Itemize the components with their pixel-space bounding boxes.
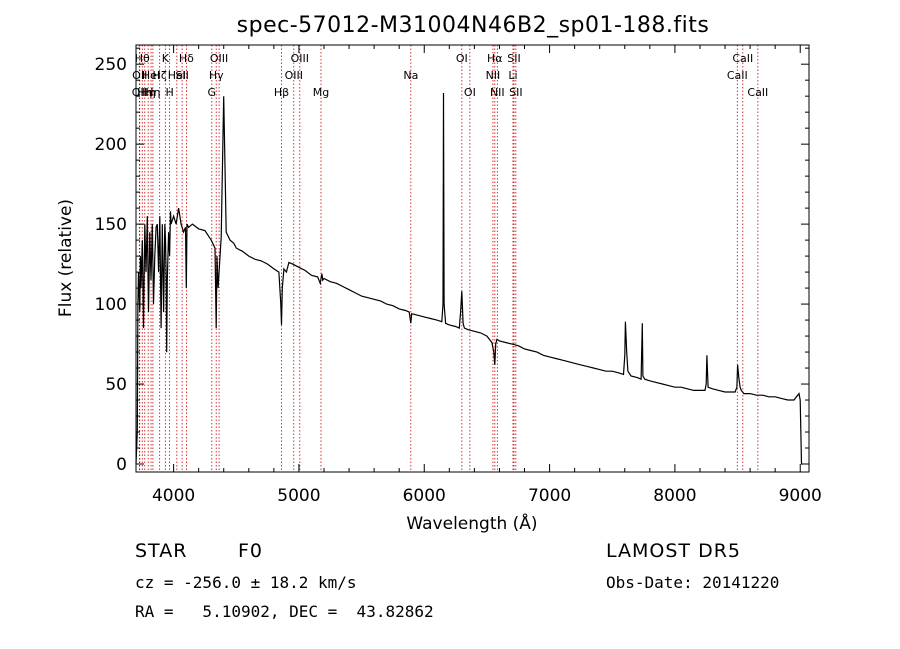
line-marker-label: NII (486, 69, 501, 82)
line-marker-label: CaII (727, 69, 748, 82)
line-marker-label: HeI (142, 69, 160, 82)
line-marker-label: HeI (168, 69, 186, 82)
line-marker-labels: OIIOIIHθHηHηHeIHηHζKHHeISIIHδGHγOIIIHβOI… (132, 52, 769, 99)
line-marker-label: SII (509, 86, 522, 99)
plot-frame (135, 44, 810, 473)
line-marker-label: K (162, 52, 170, 65)
y-axis: 0 50 100 150 200 250 (95, 47, 809, 475)
line-marker-label: Hη (141, 86, 156, 99)
line-marker-label: OIII (291, 52, 309, 65)
object-class: STAR (135, 540, 188, 562)
y-tick-label: 150 (95, 215, 127, 235)
line-marker-label: H (165, 86, 173, 99)
line-markers (138, 45, 759, 472)
line-marker-label: Hβ (274, 86, 289, 99)
line-marker-label: OI (456, 52, 468, 65)
line-marker-label: SII (507, 52, 520, 65)
line-marker-label: CaII (747, 86, 768, 99)
line-marker-label: SII (175, 69, 188, 82)
line-marker-label: Hζ (153, 69, 167, 82)
obs-date-text: Obs-Date: 20141220 (606, 573, 780, 592)
line-marker-label: OIII (210, 52, 228, 65)
x-tick-label: 9000 (779, 486, 822, 506)
line-marker-label: G (208, 86, 217, 99)
line-marker-label: NII (490, 86, 505, 99)
coordinates-text: RA = 5.10902, DEC = 43.82862 (135, 602, 434, 621)
x-tick-label: 5000 (277, 486, 320, 506)
survey-name: LAMOST DR5 (606, 540, 741, 562)
spectrum-line (135, 92, 803, 465)
line-marker-label: Li (508, 69, 517, 82)
line-marker-label: Na (403, 69, 418, 82)
x-axis: 4000 5000 6000 7000 8000 9000 (152, 45, 822, 506)
line-marker-label: Hδ (179, 52, 194, 65)
y-tick-label: 50 (105, 375, 127, 395)
x-tick-label: 6000 (403, 486, 446, 506)
y-tick-label: 0 (116, 455, 127, 475)
chart-title: spec-57012-M31004N46B2_sp01-188.fits (237, 13, 710, 38)
x-tick-label: 4000 (152, 486, 195, 506)
y-tick-label: 250 (95, 55, 127, 75)
line-marker-label: Mg (313, 86, 329, 99)
y-axis-label: Flux (relative) (56, 199, 76, 317)
line-marker-label: CaII (732, 52, 753, 65)
line-marker-label: Hγ (209, 69, 224, 82)
x-tick-label: 8000 (653, 486, 696, 506)
line-marker-label: Hθ (135, 52, 150, 65)
line-marker-label: Hη (137, 86, 152, 99)
line-marker-label: OIII (285, 69, 303, 82)
y-tick-label: 100 (95, 295, 127, 315)
y-tick-label: 200 (95, 135, 127, 155)
line-marker-label: Hη (145, 86, 160, 99)
subclass: F0 (238, 540, 264, 562)
x-tick-label: 7000 (528, 486, 571, 506)
line-marker-label: OI (464, 86, 476, 99)
line-marker-label: Hα (487, 52, 503, 65)
redshift-text: cz = -256.0 ± 18.2 km/s (135, 573, 357, 592)
x-axis-label: Wavelength (Å) (406, 512, 537, 534)
